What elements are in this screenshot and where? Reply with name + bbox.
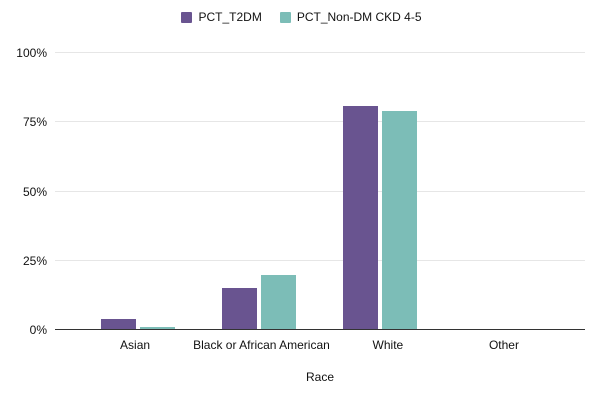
x-axis-title: Race [305, 370, 334, 384]
gridline [55, 259, 585, 261]
bar-group [320, 53, 441, 330]
y-tick-label: 75% [22, 115, 47, 130]
gridline [55, 52, 585, 53]
bar-groups [77, 53, 562, 330]
bar-group [441, 53, 562, 330]
legend-swatch-icon [279, 12, 291, 23]
y-tick-label: 100% [16, 46, 47, 60]
legend-label: PCT_Non-DM CKD 4-5 [296, 10, 422, 24]
bar [260, 274, 296, 330]
gridline [55, 121, 585, 123]
bar-group [77, 53, 198, 330]
chart-legend: PCT_T2DM PCT_Non-DM CKD 4-5 [0, 10, 603, 25]
legend-swatch-icon [181, 12, 193, 23]
bar [382, 111, 418, 330]
x-axis-line [55, 329, 585, 330]
bar [100, 318, 136, 330]
y-tick-label: 0% [29, 323, 47, 337]
legend-item: PCT_T2DM [181, 10, 262, 25]
x-category-label: Asian [120, 338, 151, 352]
x-category-label: Black or African American [193, 338, 330, 352]
y-tick-label: 25% [22, 253, 47, 268]
plot-area: 0% 25% 50% 75% 100% [16, 46, 585, 337]
x-category-label: White [372, 338, 404, 352]
bar-group [198, 53, 319, 330]
y-tick-label: 50% [22, 184, 47, 199]
bar [343, 105, 379, 330]
bar [139, 327, 175, 330]
legend-item: PCT_Non-DM CKD 4-5 [279, 10, 422, 25]
gridline [55, 190, 585, 192]
x-category-label: Other [488, 338, 519, 352]
legend-label: PCT_T2DM [198, 10, 262, 24]
bar [221, 288, 257, 330]
x-axis-category-labels: Asian Black or African American White Other [77, 338, 562, 352]
